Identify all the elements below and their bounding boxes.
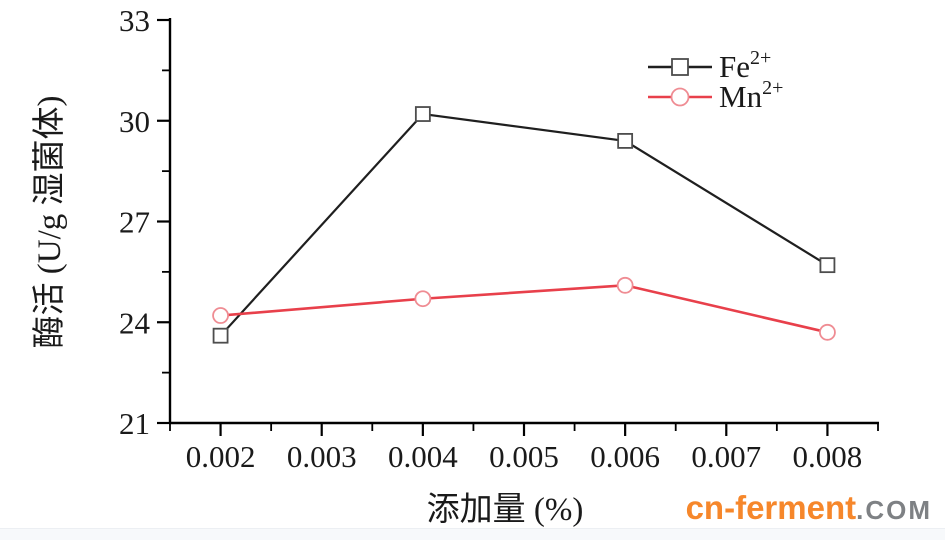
watermark-brand: cn-ferment: [685, 489, 857, 526]
y-tick-label: 21: [119, 406, 150, 441]
data-point-Mn2+: [616, 276, 634, 294]
y-tick-label: 27: [119, 205, 150, 240]
data-point-Fe2+: [819, 257, 836, 274]
legend-marker-Mn2+: [670, 87, 690, 107]
data-point-Fe2+: [414, 106, 431, 122]
watermark-suffix: .COM: [856, 495, 932, 525]
x-tick-label: 0.007: [691, 439, 761, 474]
x-tick-label: 0.008: [793, 439, 863, 474]
legend-label-Mn2+: Mn2+: [719, 77, 783, 114]
data-point-Fe2+: [617, 132, 634, 149]
data-point-Mn2+: [212, 307, 229, 324]
x-tick-label: 0.002: [186, 439, 256, 474]
legend-label-Fe2+: Fe2+: [719, 47, 771, 84]
x-tick-label: 0.003: [287, 439, 357, 474]
y-tick-label: 24: [119, 305, 151, 340]
data-point-Mn2+: [819, 323, 836, 341]
x-axis-title: 添加量 (%): [427, 492, 584, 528]
series-line-Fe2+: [219, 112, 829, 337]
page-bottom-edge: [0, 528, 945, 540]
y-tick-label: 30: [119, 104, 150, 139]
legend-marker-Fe2+: [671, 58, 689, 76]
x-tick-label: 0.005: [489, 439, 559, 474]
data-point-Mn2+: [414, 290, 432, 308]
y-axis-title: 酶活 (U/g 湿菌体): [31, 96, 68, 349]
x-tick-label: 0.004: [388, 439, 458, 474]
series-line-Mn2+: [220, 283, 828, 334]
watermark: cn-ferment .COM: [686, 489, 932, 527]
data-point-Fe2+: [212, 327, 229, 344]
x-tick-label: 0.006: [590, 439, 660, 474]
y-tick-label: 33: [119, 3, 150, 38]
